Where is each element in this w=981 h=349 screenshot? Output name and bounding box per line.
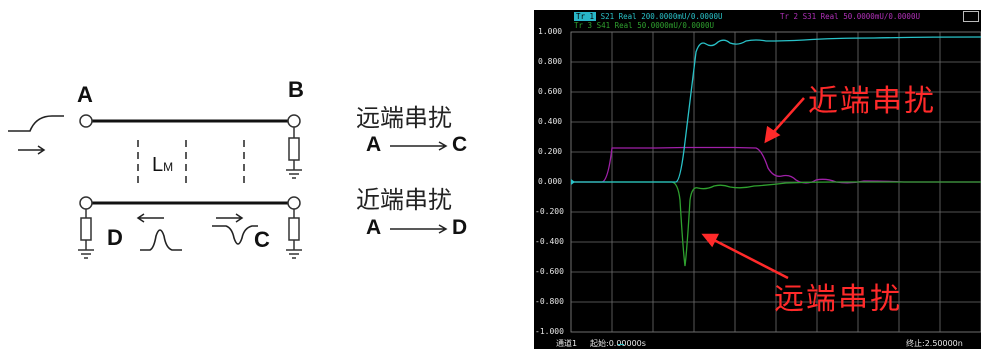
y-tick: 0.400 (538, 117, 563, 126)
annotation-arrows (701, 97, 805, 280)
vna-screen: Tr 1 S21 Real 200.0000mU/0.0000U Tr 2 S3… (534, 10, 981, 349)
far-end-arrow (216, 213, 244, 223)
coupling-letter: L (152, 154, 164, 176)
far-end-annotation: 远端串扰 (774, 282, 902, 317)
node-c-label: C (254, 227, 270, 252)
legend-near-end-to: D (452, 216, 468, 239)
legend-far-end-from: A (366, 133, 382, 156)
input-arrow (18, 145, 46, 155)
legend-near-end-from: A (366, 216, 382, 239)
trace1-info: S21 Real 200.0000mU/0.0000U (600, 12, 723, 21)
port-a-circle (79, 114, 93, 128)
near-end-arrow (136, 213, 164, 223)
port-d-circle (79, 196, 93, 210)
y-tick: -0.200 (535, 207, 564, 216)
trace2-header: Tr 2 S31 Real 50.0000mU/0.0000U (780, 12, 920, 21)
trace1-tag[interactable]: Tr 1 (574, 12, 597, 21)
termination-c (286, 209, 302, 259)
termination-d (78, 209, 94, 259)
node-b-label: B (288, 77, 304, 102)
y-tick: -0.400 (535, 237, 564, 246)
stop-label: 终止:2.50000n (906, 339, 963, 348)
legend-arrow-ad (390, 224, 448, 234)
y-tick: 0.000 (538, 177, 563, 186)
termination-b (286, 127, 302, 179)
reference-marker (571, 179, 575, 185)
near-end-pulse (140, 229, 182, 251)
node-d-label: D (107, 225, 123, 250)
near-end-annotation: 近端串扰 (808, 84, 936, 119)
legend-far-end-title: 远端串扰 (356, 104, 452, 132)
channel-label: 通道1 (556, 339, 578, 348)
trace3-header: Tr 3 S41 Real 50.0000mU/0.0000U (574, 21, 714, 30)
footer-marker (618, 344, 624, 345)
y-tick: -0.800 (535, 297, 564, 306)
trace1-header: Tr 1 S21 Real 200.0000mU/0.0000U (574, 12, 723, 21)
trace-s41 (571, 181, 981, 267)
port-b-circle (287, 114, 301, 128)
y-tick: 0.800 (538, 57, 563, 66)
y-tick: 0.600 (538, 87, 563, 96)
y-tick: -1.000 (535, 327, 564, 336)
legend-far-end-to: C (452, 133, 468, 156)
coupling-label: LM (152, 154, 173, 177)
legend-arrow-ac (390, 141, 448, 151)
y-tick: 1.000 (538, 27, 563, 36)
input-step-waveform (8, 115, 64, 132)
legend-near-end-title: 近端串扰 (356, 186, 452, 214)
port-c-circle (287, 196, 301, 210)
vna-plot (570, 31, 981, 333)
y-tick: 0.200 (538, 147, 563, 156)
start-label: 起始:0.00000s (590, 338, 646, 349)
crosstalk-schematic (8, 114, 448, 259)
trace-s21 (571, 36, 981, 183)
node-a-label: A (77, 82, 93, 107)
y-tick: -0.600 (535, 267, 564, 276)
window-icon[interactable] (963, 11, 979, 22)
coupling-subscript: M (163, 160, 174, 174)
far-end-pulse (212, 225, 258, 245)
